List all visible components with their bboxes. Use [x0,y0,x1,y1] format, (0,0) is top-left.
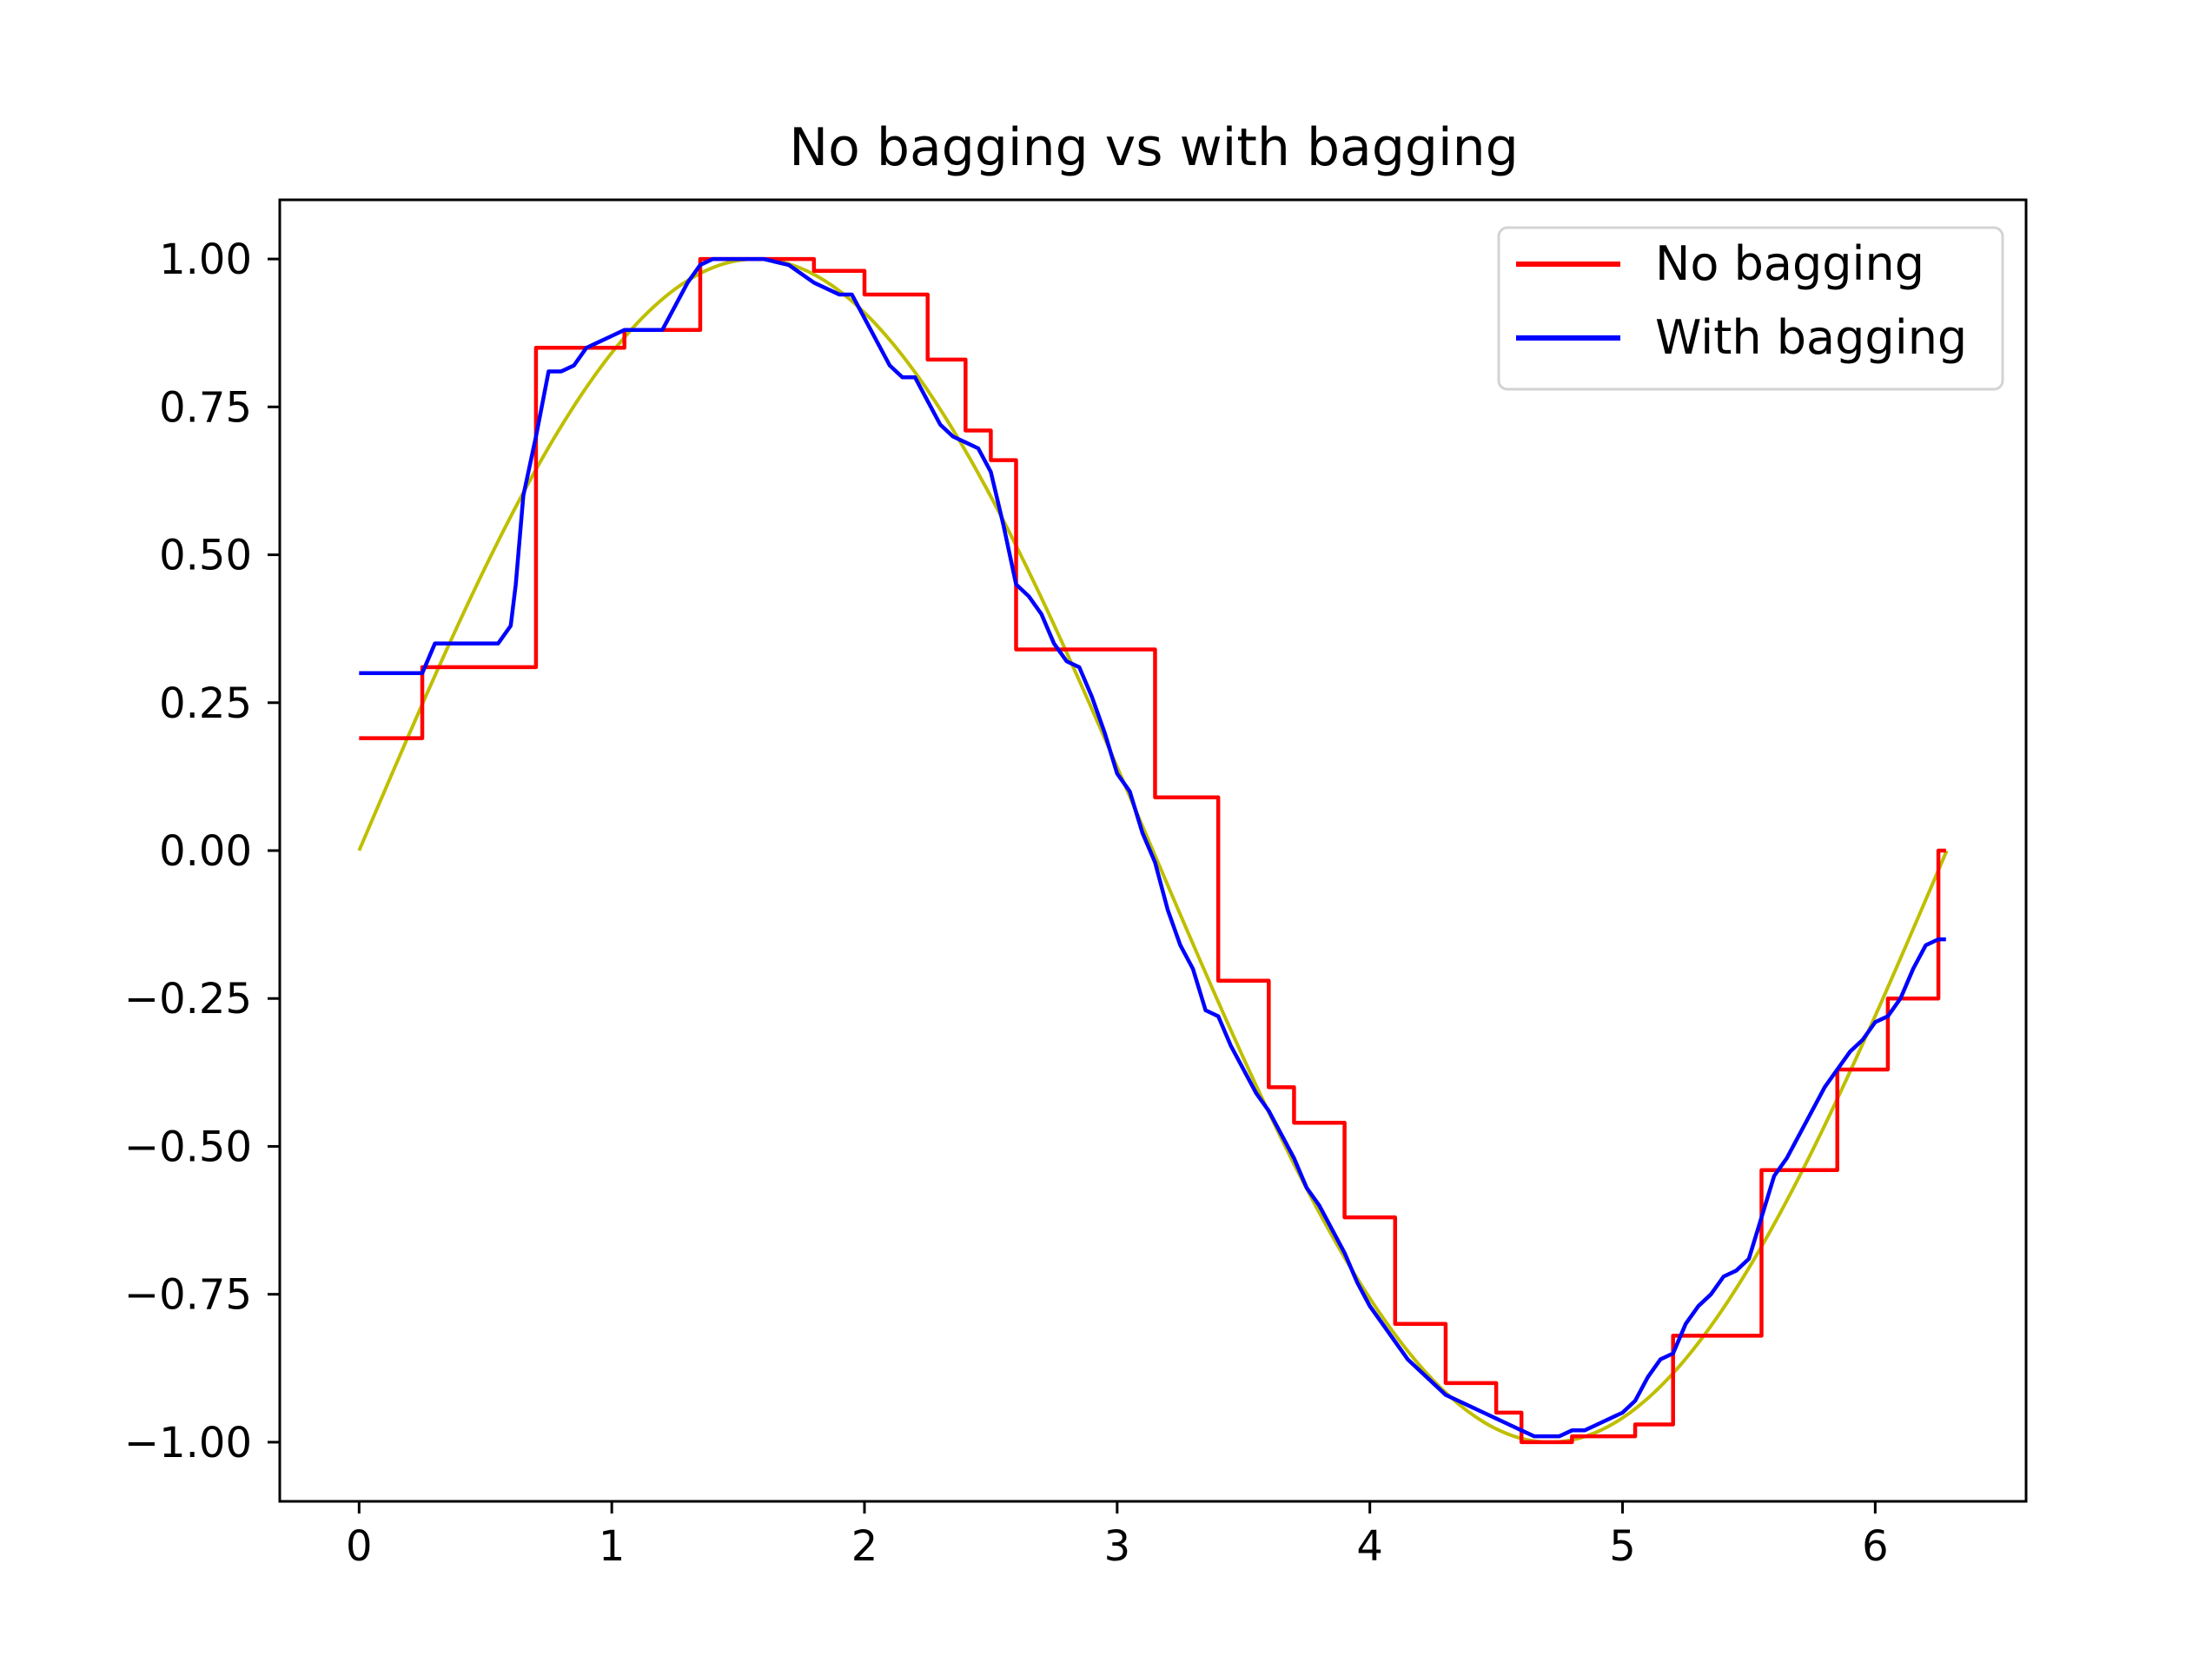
legend-box [1497,226,2004,391]
legend-label-with-bagging: With bagging [1655,310,1967,365]
legend: No bagging With bagging [1497,226,2004,391]
x-tick-label: 6 [1862,1522,1889,1571]
y-tick-label: 0.50 [159,532,252,580]
x-axis: 0 1 2 3 4 5 6 [346,1501,1889,1571]
series-line-with-bagging [359,256,1946,1439]
chart-title: No bagging vs with bagging [789,117,1519,178]
x-tick-label: 0 [346,1522,373,1571]
y-tick-label: 1.00 [159,235,252,284]
y-tick-label: −1.00 [124,1419,252,1467]
y-tick-label: 0.25 [159,679,252,728]
y-tick-label: −0.25 [124,975,252,1023]
x-tick-label: 1 [599,1522,626,1571]
legend-label-no-bagging: No bagging [1655,236,1924,291]
x-tick-label: 4 [1356,1522,1383,1571]
y-tick-label: −0.50 [124,1123,252,1171]
x-tick-label: 5 [1609,1522,1636,1571]
y-tick-label: −0.75 [124,1271,252,1320]
plot-lines [357,256,1949,1445]
y-axis: 1.00 0.75 0.50 0.25 0.00 −0.25 −0.50 −0.75 −1.00 [124,235,280,1467]
x-tick-label: 3 [1104,1522,1131,1571]
y-tick-label: 0.75 [159,383,252,432]
y-tick-label: 0.00 [159,827,252,876]
series-line-no-bagging [359,256,1946,1445]
x-tick-label: 2 [851,1522,878,1571]
